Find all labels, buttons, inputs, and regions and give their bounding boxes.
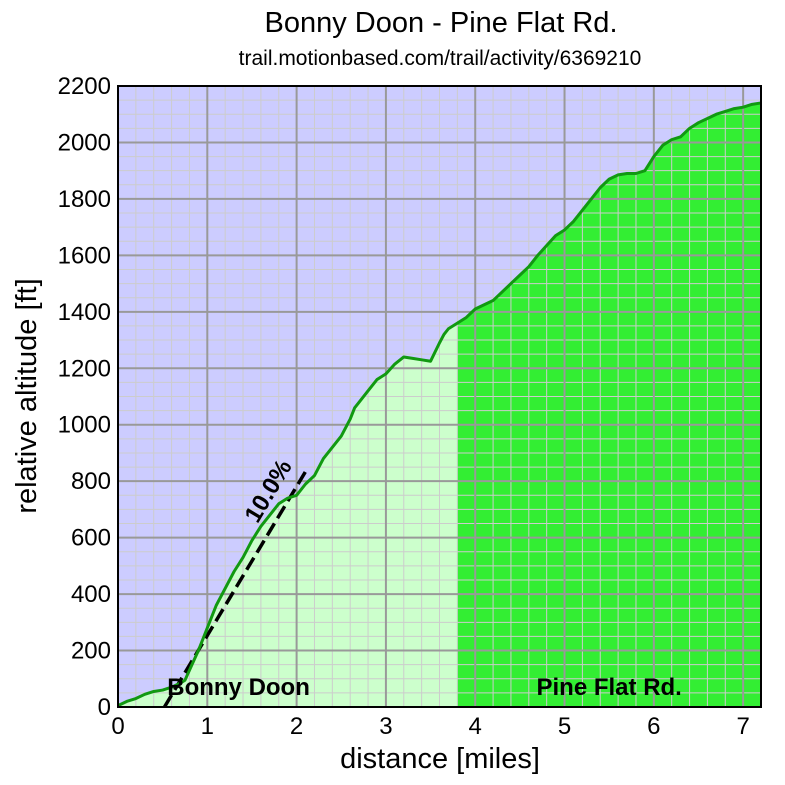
x-tick-label: 6 — [647, 713, 660, 740]
segment-label-1: Pine Flat Rd. — [537, 674, 682, 701]
y-tick-label: 1000 — [58, 412, 111, 439]
y-tick-label: 400 — [71, 581, 111, 608]
x-axis-label: distance [miles] — [340, 743, 540, 775]
y-tick-label: 2200 — [58, 73, 111, 100]
y-tick-label: 1400 — [58, 299, 111, 326]
y-tick-label: 1200 — [58, 355, 111, 382]
y-tick-label: 200 — [71, 638, 111, 665]
x-tick-label: 7 — [736, 713, 749, 740]
x-tick-label: 0 — [111, 713, 124, 740]
y-tick-label: 2000 — [58, 129, 111, 156]
y-axis-label: relative altitude [ft] — [11, 278, 43, 513]
plot-frame — [117, 85, 762, 708]
plot-area: 10.0%Bonny Doon Pine Flat Rd.0 1 2 3 4 5 6 70200… — [58, 73, 762, 740]
altitude-profile-line — [117, 101, 762, 707]
x-tick-label: 4 — [469, 713, 482, 740]
segment-label-0: Bonny Doon — [167, 674, 310, 701]
segment-fill-1 — [457, 102, 761, 708]
x-tick-label: 1 — [201, 713, 214, 740]
y-tick-label: 600 — [71, 525, 111, 552]
x-tick-label: 5 — [558, 713, 571, 740]
y-tick-label: 1600 — [58, 242, 111, 269]
y-tick-label: 800 — [71, 468, 111, 495]
x-tick-label: 3 — [379, 713, 392, 740]
y-tick-label: 1800 — [58, 186, 111, 213]
x-tick-label: 2 — [290, 713, 303, 740]
segment-fill-0 — [118, 323, 458, 707]
chart-subtitle: trail.motionbased.com/trail/activity/636… — [239, 47, 642, 70]
grade-reference-line — [162, 470, 308, 708]
y-tick-label: 0 — [98, 694, 111, 721]
chart-title: Bonny Doon - Pine Flat Rd. — [264, 7, 617, 39]
